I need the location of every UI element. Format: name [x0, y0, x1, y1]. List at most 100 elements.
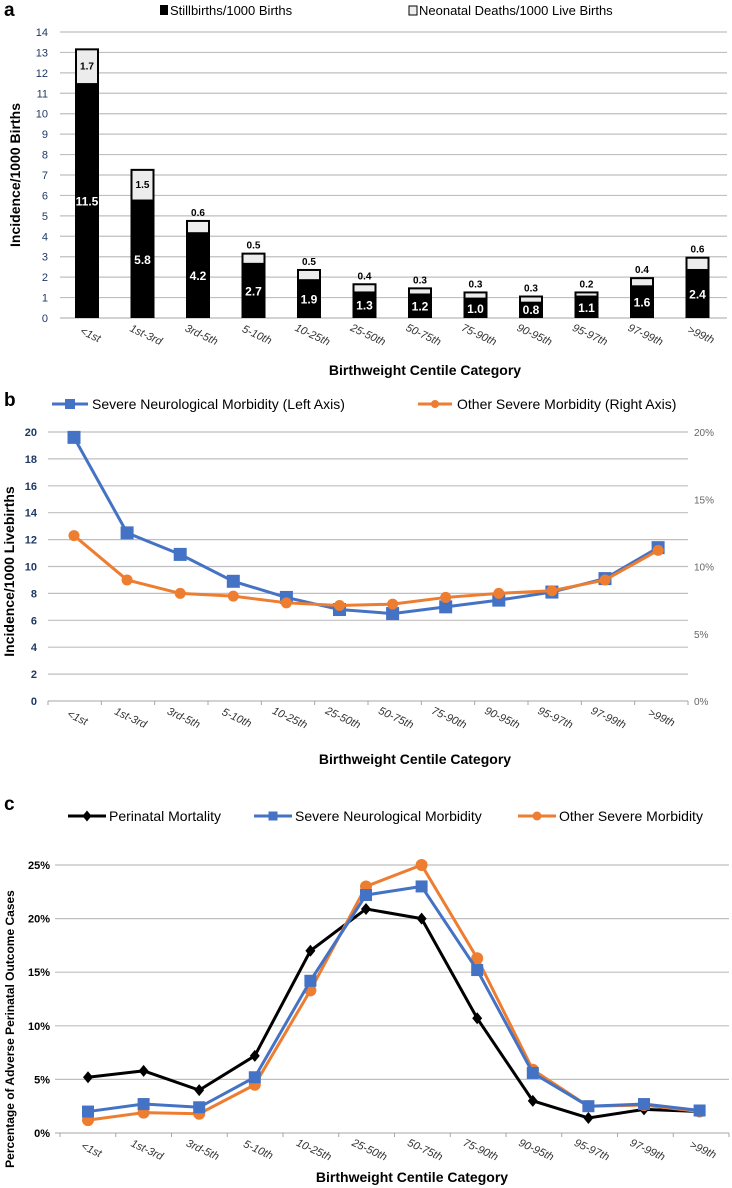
panel-label-a: a: [4, 0, 15, 21]
b-x-tick-label: <1st: [65, 708, 90, 728]
legend-label-neuro: Severe Neurological Morbidity (Left Axis…: [92, 396, 345, 412]
data-point-other: [652, 544, 664, 556]
bar-outline: [75, 48, 99, 318]
data-point-neuro: [582, 1100, 595, 1113]
bar-label-neonatal: 0.3: [469, 279, 483, 290]
y-tick-label-a: 14: [36, 27, 48, 39]
b-x-tick-label: 50-75th: [376, 705, 415, 732]
y-tick-label-a: 10: [36, 109, 48, 121]
data-point-neuro: [638, 1098, 650, 1111]
data-point-perinatal: [305, 944, 316, 957]
y-tick-label-a: 5: [42, 211, 48, 223]
data-point-neuro: [193, 1101, 206, 1114]
legend-swatch-stillbirths: [160, 5, 168, 15]
bar-label-stillbirths: 11.5: [76, 195, 99, 209]
bar-label-neonatal: 0.2: [580, 279, 594, 290]
data-point-other: [493, 587, 505, 599]
data-point-neuro: [471, 964, 484, 977]
data-point-perinatal: [194, 1084, 205, 1097]
a-x-tick-label: 50-75th: [404, 322, 443, 349]
data-point-neuro: [693, 1104, 706, 1117]
c-x-tick-label: 3rd-5th: [184, 1137, 221, 1163]
bar-label-stillbirths: 1.3: [356, 299, 373, 313]
bar-label-neonatal: 0.5: [302, 257, 316, 268]
y-tick-label-c: 5%: [34, 1074, 50, 1086]
y-tick-label-c: 0%: [34, 1128, 50, 1140]
data-point-neuro: [415, 880, 428, 893]
bar-neonatal: [410, 289, 430, 294]
y2-tick-label-b: 0%: [694, 697, 709, 708]
bar-neonatal: [243, 254, 264, 263]
data-point-perinatal: [416, 912, 427, 925]
data-point-perinatal: [249, 1049, 260, 1062]
data-point-neuro: [82, 1105, 94, 1118]
c-x-tick-label: 75-90th: [461, 1137, 500, 1164]
bar-neonatal: [632, 279, 652, 286]
data-point-perinatal: [527, 1094, 538, 1107]
b-x-tick-label: 90-95th: [483, 705, 522, 732]
y2-tick-label-b: 15%: [694, 495, 714, 506]
data-point-other: [471, 952, 484, 965]
bar-label-stillbirths: 2.7: [245, 284, 262, 298]
bar-label-stillbirths: 0.8: [523, 303, 540, 317]
legend-marker-other: [532, 811, 542, 821]
legend-label-other: Other Severe Morbidity (Right Axis): [457, 396, 676, 412]
data-point-neuro: [386, 607, 400, 621]
a-x-tick-label: >99th: [686, 324, 716, 347]
data-point-neuro: [526, 1066, 539, 1079]
bar-outline: [186, 219, 210, 318]
y2-tick-label-b: 20%: [694, 428, 714, 439]
data-point-other: [440, 591, 452, 603]
y-tick-label-a: 12: [36, 68, 48, 80]
data-point-perinatal: [583, 1111, 594, 1124]
data-point-perinatal: [138, 1064, 149, 1077]
c-x-tick-label: 1st-3rd: [129, 1138, 166, 1164]
y-tick-label-b: 4: [31, 642, 38, 654]
series-line-neuro: [87, 884, 700, 1114]
a-x-tick-label: 97-99th: [626, 322, 665, 349]
b-x-tick-label: 97-99th: [589, 705, 628, 732]
bar-label-stillbirths: 1.0: [467, 302, 484, 316]
data-point-other: [280, 597, 292, 609]
y-tick-label-b: 16: [25, 481, 37, 493]
bar-neonatal: [687, 258, 708, 269]
y-tick-label-a: 2: [42, 272, 48, 284]
data-point-other: [174, 587, 186, 599]
data-point-other: [334, 600, 345, 612]
bar-label-stillbirths: 1.9: [301, 293, 318, 307]
y-tick-label-a: 13: [36, 47, 48, 59]
b-x-tick-label: 1st-3rd: [112, 706, 149, 732]
x-axis-title-a: Birthweight Centile Category: [329, 362, 521, 378]
legend-marker-other: [431, 400, 439, 408]
bar-neonatal: [188, 221, 208, 233]
y-tick-label-c: 15%: [28, 967, 50, 979]
c-x-tick-label: 5-10th: [241, 1138, 274, 1162]
y-tick-label-c: 25%: [28, 860, 50, 872]
y-tick-label-a: 1: [42, 293, 48, 305]
legend-label-other: Other Severe Morbidity: [559, 808, 703, 824]
b-x-tick-label: 3rd-5th: [165, 705, 202, 731]
y-tick-label-b: 6: [31, 615, 37, 627]
y-tick-label-b: 12: [25, 535, 37, 547]
b-x-tick-label: >99th: [646, 707, 676, 730]
legend-swatch-neonatal: [408, 5, 418, 16]
data-point-other: [546, 585, 558, 597]
a-x-tick-label: <1st: [78, 325, 103, 345]
data-point-other: [68, 530, 80, 542]
y-tick-label-b: 18: [25, 454, 37, 466]
y-tick-label-b: 14: [25, 508, 38, 520]
y-tick-label-b: 0: [31, 696, 37, 708]
data-point-other: [387, 598, 399, 610]
b-x-tick-label: 5-10th: [220, 706, 253, 730]
bar-label-neonatal: 0.5: [247, 241, 261, 252]
legend-marker-neuro: [268, 811, 278, 821]
c-x-tick-label: 95-97th: [572, 1137, 611, 1164]
data-point-neuro: [173, 547, 187, 561]
b-x-tick-label: 25-50th: [322, 705, 362, 732]
bar-label-neonatal: 0.3: [413, 275, 427, 286]
y-tick-label-a: 6: [42, 190, 48, 202]
c-x-tick-label: 50-75th: [405, 1137, 444, 1164]
a-x-tick-label: 3rd-5th: [183, 322, 220, 348]
bar-label-stillbirths: 1.6: [634, 296, 651, 310]
y-tick-label-a: 7: [42, 170, 48, 182]
